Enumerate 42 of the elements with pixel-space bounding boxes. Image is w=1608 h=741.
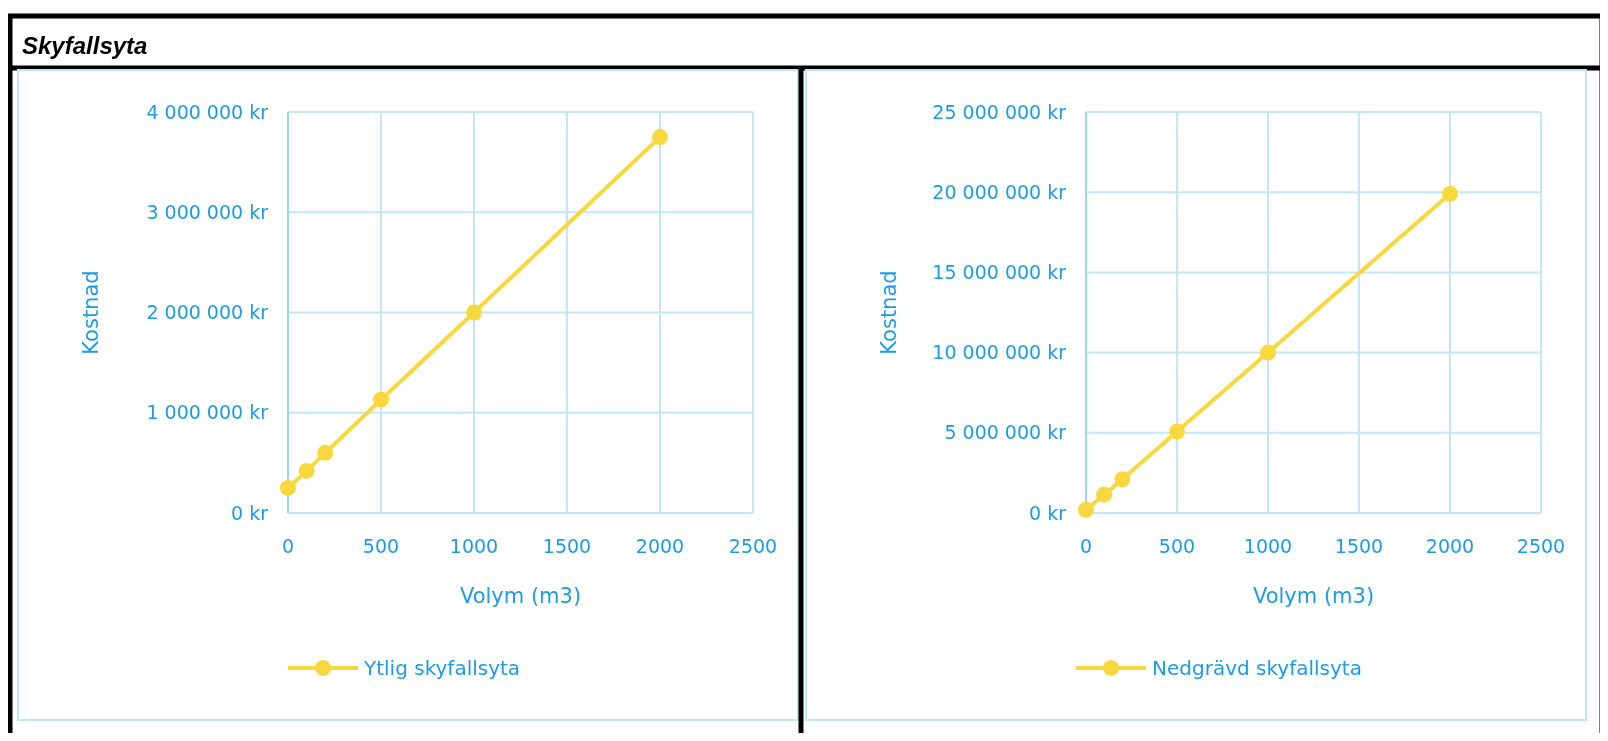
x-tick-label: 2500 [728,535,778,557]
point [317,444,334,461]
y-axis-title: Kostnad [877,270,901,355]
point [1114,471,1131,488]
point [652,129,668,146]
legend-label: Ytlig skyfallsyta [363,656,521,680]
x-tick-label: 1500 [1334,535,1384,557]
y-tick-label: 25 000 000 kr [932,100,1067,123]
y-tick-label: 2 000 000 kr [146,301,269,324]
x-tick-label: 1000 [1243,535,1293,557]
point [373,391,389,408]
x-tick-label: 0 [281,535,295,557]
x-tick-label: 0 [1079,535,1093,557]
x-axis-title: Volym (m3) [459,584,582,608]
x-tick-label: 500 [1158,535,1196,557]
point [1169,423,1185,440]
y-tick-label: 4 000 000 kr [146,100,269,123]
y-tick-label: 15 000 000 kr [932,261,1067,284]
point [280,479,296,496]
y-tick-label: 3 000 000 kr [146,200,269,223]
x-axis-title: Volym (m3) [1252,584,1375,608]
point [1442,185,1458,202]
point [1260,344,1276,361]
y-axis-title: Kostnad [79,270,103,355]
y-tick-label: 5 000 000 kr [944,421,1067,444]
x-tick-label: 2500 [1516,535,1566,557]
point [1078,501,1094,518]
point [466,304,482,321]
x-tick-label: 1000 [449,535,499,557]
y-tick-label: 10 000 000 kr [932,341,1067,364]
y-tick-label: 1 000 000 kr [146,401,269,424]
point [298,462,315,479]
x-tick-label: 1500 [542,535,592,557]
x-tick-label: 2000 [1425,535,1475,557]
x-tick-label: 2000 [635,535,685,557]
text: Skyfallsyta [22,32,148,59]
y-tick-label: 0 kr [1029,501,1067,524]
legend-label: Nedgrävd skyfallsyta [1152,656,1362,680]
x-tick-label: 500 [362,535,400,557]
point [1096,486,1113,503]
y-tick-label: 0 kr [231,501,269,524]
y-tick-label: 20 000 000 kr [932,180,1067,203]
